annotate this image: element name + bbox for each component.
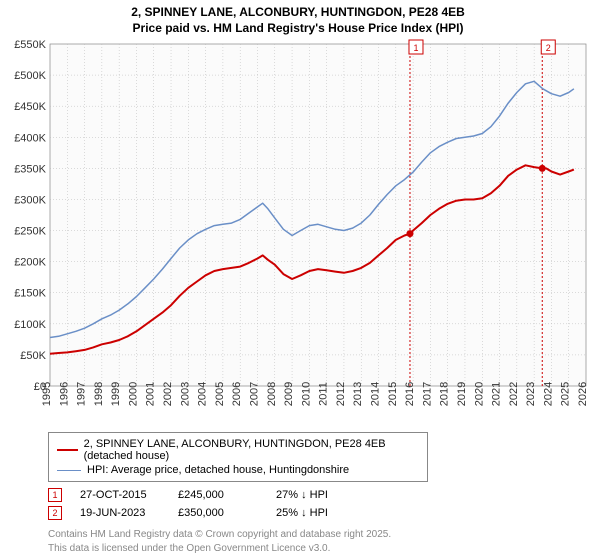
xtick-label: 1997 bbox=[76, 382, 88, 406]
chart-title: 2, SPINNEY LANE, ALCONBURY, HUNTINGDON, … bbox=[4, 4, 592, 36]
attribution-line-1: Contains HM Land Registry data © Crown c… bbox=[48, 528, 592, 542]
marker-delta: 27% ↓ HPI bbox=[276, 489, 356, 501]
xtick-label: 2017 bbox=[421, 382, 433, 406]
chart-container: 2, SPINNEY LANE, ALCONBURY, HUNTINGDON, … bbox=[0, 0, 600, 560]
xtick-label: 2025 bbox=[560, 382, 572, 406]
chart-plot-area: £0£50K£100K£150K£200K£250K£300K£350K£400… bbox=[6, 38, 592, 426]
sale-point bbox=[406, 231, 413, 238]
ytick-label: £150K bbox=[14, 288, 46, 300]
xtick-label: 2013 bbox=[352, 382, 364, 406]
marker-id-box: 2 bbox=[48, 506, 62, 520]
legend: 2, SPINNEY LANE, ALCONBURY, HUNTINGDON, … bbox=[48, 432, 428, 482]
legend-row-property: 2, SPINNEY LANE, ALCONBURY, HUNTINGDON, … bbox=[57, 437, 419, 463]
xtick-label: 2005 bbox=[214, 382, 226, 406]
xtick-label: 2026 bbox=[577, 382, 589, 406]
ytick-label: £450K bbox=[14, 102, 46, 114]
legend-row-hpi: HPI: Average price, detached house, Hunt… bbox=[57, 463, 419, 477]
title-line-1: 2, SPINNEY LANE, ALCONBURY, HUNTINGDON, … bbox=[4, 4, 592, 20]
marker-row: 1 27-OCT-2015 £245,000 27% ↓ HPI bbox=[48, 486, 592, 504]
xtick-label: 2015 bbox=[387, 382, 399, 406]
marker-date: 19-JUN-2023 bbox=[80, 507, 160, 519]
xtick-label: 2003 bbox=[179, 382, 191, 406]
marker-price: £350,000 bbox=[178, 507, 258, 519]
xtick-label: 2001 bbox=[145, 382, 157, 406]
xtick-label: 2018 bbox=[439, 382, 451, 406]
xtick-label: 2011 bbox=[318, 383, 330, 407]
ytick-label: £500K bbox=[14, 70, 46, 82]
ytick-label: £50K bbox=[20, 350, 46, 362]
xtick-label: 2022 bbox=[508, 382, 520, 406]
marker-delta: 25% ↓ HPI bbox=[276, 507, 356, 519]
xtick-label: 2009 bbox=[283, 382, 295, 406]
legend-label: 2, SPINNEY LANE, ALCONBURY, HUNTINGDON, … bbox=[84, 438, 419, 462]
ytick-label: £200K bbox=[14, 257, 46, 269]
xtick-label: 2012 bbox=[335, 382, 347, 406]
marker-row: 2 19-JUN-2023 £350,000 25% ↓ HPI bbox=[48, 504, 592, 522]
chart-svg: £0£50K£100K£150K£200K£250K£300K£350K£400… bbox=[6, 38, 592, 426]
xtick-label: 2019 bbox=[456, 382, 468, 406]
title-line-2: Price paid vs. HM Land Registry's House … bbox=[4, 20, 592, 36]
attribution-line-2: This data is licensed under the Open Gov… bbox=[48, 542, 592, 556]
xtick-label: 2020 bbox=[473, 382, 485, 406]
ytick-label: £250K bbox=[14, 226, 46, 238]
xtick-label: 1998 bbox=[93, 382, 105, 406]
sale-point bbox=[539, 165, 546, 172]
xtick-label: 1996 bbox=[58, 382, 70, 406]
legend-label: HPI: Average price, detached house, Hunt… bbox=[87, 464, 349, 476]
ytick-label: £550K bbox=[14, 39, 46, 51]
xtick-label: 2002 bbox=[162, 382, 174, 406]
attribution: Contains HM Land Registry data © Crown c… bbox=[48, 528, 592, 555]
xtick-label: 2023 bbox=[525, 382, 537, 406]
ytick-label: £350K bbox=[14, 164, 46, 176]
marker-price: £245,000 bbox=[178, 489, 258, 501]
marker-flag-label: 1 bbox=[413, 43, 418, 53]
ytick-label: £100K bbox=[14, 319, 46, 331]
marker-date: 27-OCT-2015 bbox=[80, 489, 160, 501]
xtick-label: 2007 bbox=[248, 382, 260, 406]
ytick-label: £300K bbox=[14, 195, 46, 207]
xtick-label: 2014 bbox=[370, 382, 382, 406]
xtick-label: 1995 bbox=[41, 382, 53, 406]
xtick-label: 2024 bbox=[542, 382, 554, 406]
xtick-label: 2000 bbox=[127, 382, 139, 406]
xtick-label: 2004 bbox=[197, 382, 209, 406]
ytick-label: £400K bbox=[14, 133, 46, 145]
marker-id-box: 1 bbox=[48, 488, 62, 502]
marker-table: 1 27-OCT-2015 £245,000 27% ↓ HPI 2 19-JUN-202… bbox=[48, 486, 592, 522]
xtick-label: 1999 bbox=[110, 382, 122, 406]
legend-swatch bbox=[57, 470, 81, 471]
xtick-label: 2008 bbox=[266, 382, 278, 406]
legend-swatch bbox=[57, 449, 78, 451]
xtick-label: 2021 bbox=[491, 382, 503, 406]
xtick-label: 2010 bbox=[300, 382, 312, 406]
xtick-label: 2006 bbox=[231, 382, 243, 406]
marker-flag-label: 2 bbox=[546, 43, 551, 53]
